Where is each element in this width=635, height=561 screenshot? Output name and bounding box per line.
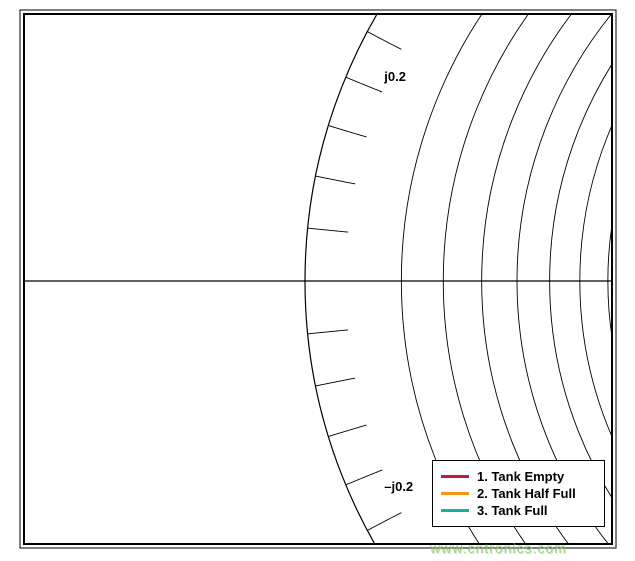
reactance-label: –j0.2 bbox=[384, 479, 413, 494]
legend-swatch bbox=[441, 492, 469, 495]
legend-swatch bbox=[441, 475, 469, 478]
smith-chart-frame: 12 dB Return Loss20 dB Return Loss0.50.6… bbox=[0, 0, 635, 561]
legend-label: 3. Tank Full bbox=[477, 503, 548, 518]
legend-item: 2. Tank Half Full bbox=[441, 486, 596, 501]
legend-label: 1. Tank Empty bbox=[477, 469, 564, 484]
legend-item: 1. Tank Empty bbox=[441, 469, 596, 484]
legend-item: 3. Tank Full bbox=[441, 503, 596, 518]
watermark: www.cntronics.com www.cntronics.com bbox=[430, 540, 567, 556]
legend-box: 1. Tank Empty 2. Tank Half Full 3. Tank Fu… bbox=[432, 460, 605, 527]
reactance-label: j0.2 bbox=[383, 69, 406, 84]
legend-swatch bbox=[441, 509, 469, 512]
watermark-text: www.cntronics.com bbox=[430, 540, 567, 556]
legend-label: 2. Tank Half Full bbox=[477, 486, 576, 501]
